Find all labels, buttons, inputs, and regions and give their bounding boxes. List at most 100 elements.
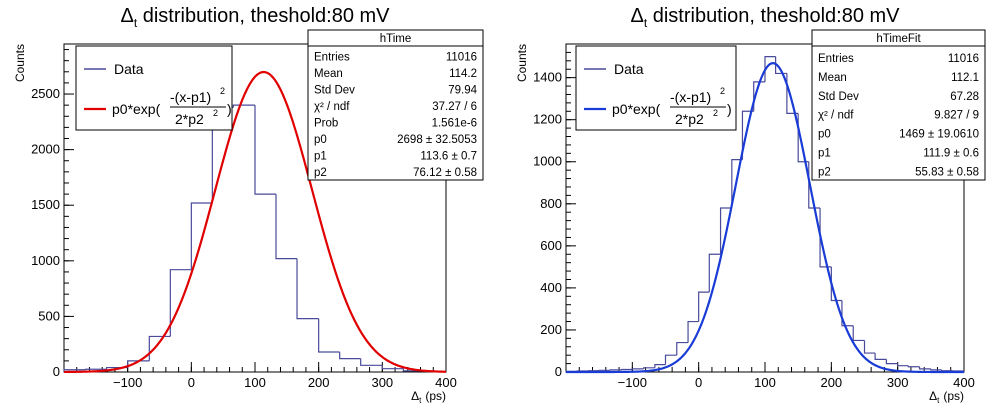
histogram-bin	[676, 341, 689, 356]
legend-fit-denominator-sup: 2	[213, 108, 218, 118]
stats-row-value: 11016	[446, 51, 477, 63]
title-subscript: t	[644, 16, 648, 30]
x-tick-label: 0	[695, 375, 702, 390]
legend-frame	[75, 45, 233, 131]
histogram-bin	[708, 253, 721, 293]
legend-fit-denominator-sup: 2	[713, 108, 718, 118]
x-tick-label: 200	[308, 375, 330, 390]
stats-row-value: 112.1	[951, 72, 979, 84]
x-axis-title: Δt (ps)	[411, 389, 446, 405]
histogram-bin	[863, 340, 876, 354]
x-axis-title: Δt (ps)	[929, 389, 964, 405]
y-tick-label: 2500	[31, 86, 60, 101]
title-delta: Δ	[120, 5, 133, 27]
x-axis-unit: (ps)	[425, 389, 446, 403]
legend-data-label: Data	[614, 61, 644, 77]
x-tick-label: 300	[371, 375, 393, 390]
x-axis-delta: Δ	[411, 389, 419, 403]
y-tick-label: 2000	[31, 142, 60, 157]
histogram-bin	[296, 258, 319, 320]
stats-frame	[811, 29, 986, 181]
chart-panel-2: Δt distribution, theshold:80 mV 0 200 400 60…	[515, 5, 986, 405]
stats-row-label: Prob	[314, 117, 338, 129]
stats-row-value: 113.6 ± 0.7	[420, 150, 477, 162]
chart-title: Δt distribution, theshold:80 mV	[630, 5, 900, 30]
histogram-bin	[232, 104, 255, 108]
histogram-bin	[907, 365, 920, 368]
x-tick-label: 400	[953, 375, 975, 390]
y-tick-label: 200	[540, 322, 562, 337]
y-tick-label: 500	[38, 308, 60, 323]
y-tick-label: 600	[540, 238, 562, 253]
stats-row-value: 114.2	[449, 68, 477, 80]
title-rest: distribution, theshold:80 mV	[137, 5, 390, 27]
histogram-bin	[654, 364, 666, 368]
histogram-bin	[940, 369, 953, 372]
stats-row-label: Entries	[818, 53, 854, 65]
x-axis-unit: (ps)	[943, 389, 964, 403]
histogram-bin	[918, 366, 931, 370]
stats-row-label: p0	[818, 129, 831, 141]
histogram-bin	[897, 363, 909, 367]
legend-data-label: Data	[114, 61, 144, 77]
x-axis-delta: Δ	[929, 389, 937, 403]
chart-title: Δt distribution, theshold:80 mV	[120, 5, 390, 30]
histogram-bin	[254, 105, 277, 195]
title-subscript: t	[134, 16, 138, 30]
stats-row-label: Std Dev	[818, 91, 859, 103]
legend-frame	[575, 45, 737, 131]
y-tick-label: 1000	[31, 253, 60, 268]
histogram-bin	[85, 368, 107, 370]
stats-row-label: p1	[818, 147, 831, 159]
stats-row-value: 1.561e-6	[432, 117, 477, 129]
legend-fit-prefix: p0*exp(	[612, 101, 661, 117]
stats-row-label: p1	[314, 150, 327, 162]
y-tick-label: 800	[540, 196, 562, 211]
x-tick-label: 100	[754, 375, 776, 390]
stats-row-label: χ² / ndf	[314, 101, 350, 113]
histogram-bin	[874, 353, 887, 360]
legend-fit-numerator-sup: 2	[720, 86, 725, 96]
x-tick-label: 100	[244, 375, 266, 390]
histogram-bin	[169, 269, 192, 337]
x-tick-label: 0	[188, 375, 195, 390]
legend-fit-suffix: )	[727, 101, 732, 117]
stats-row-value: 55.83 ± 0.58	[915, 166, 979, 178]
stats-frame	[307, 29, 484, 181]
histogram-bin	[275, 194, 298, 260]
y-axis-title: Counts	[515, 44, 529, 82]
histogram-bin	[339, 351, 361, 360]
y-tick-label: 400	[540, 280, 562, 295]
stats-row-value: 1469 ± 19.0610	[899, 129, 979, 141]
histogram-bin	[687, 320, 699, 343]
histogram-bin	[643, 367, 655, 369]
stats-row-value: 9.827 / 9	[934, 110, 979, 122]
stats-box: hTime Entries 11016 Mean 114.2 Std Dev 79.94 χ²…	[307, 29, 484, 181]
fit-curve	[566, 62, 964, 374]
fit-curve	[63, 70, 447, 374]
y-tick-label: 0	[53, 364, 60, 379]
stats-row-label: Entries	[314, 51, 350, 63]
y-tick-label: 1200	[533, 112, 562, 127]
y-axis-title: Counts	[13, 44, 27, 82]
stats-row-label: p2	[818, 166, 831, 178]
stats-row-label: p0	[314, 134, 327, 146]
legend-fit-suffix: )	[227, 101, 232, 117]
histogram-bin	[698, 291, 710, 322]
stats-row-value: 67.28	[950, 91, 979, 103]
y-tick-label: 1500	[31, 197, 60, 212]
x-tick-label: 400	[435, 375, 457, 390]
legend-fit-numerator: -(x-p1)	[170, 89, 211, 105]
stats-row-value: 111.9 ± 0.6	[923, 147, 979, 159]
histogram-bin	[318, 318, 340, 353]
stats-row-value: 11016	[948, 53, 979, 65]
title-rest: distribution, theshold:80 mV	[647, 5, 900, 27]
stats-row-value: 37.27 / 6	[432, 101, 477, 113]
stats-name: hTimeFit	[876, 33, 921, 45]
x-tick-label: −100	[113, 375, 142, 390]
histogram-bin	[631, 368, 644, 370]
x-axis-subscript: t	[419, 396, 422, 405]
